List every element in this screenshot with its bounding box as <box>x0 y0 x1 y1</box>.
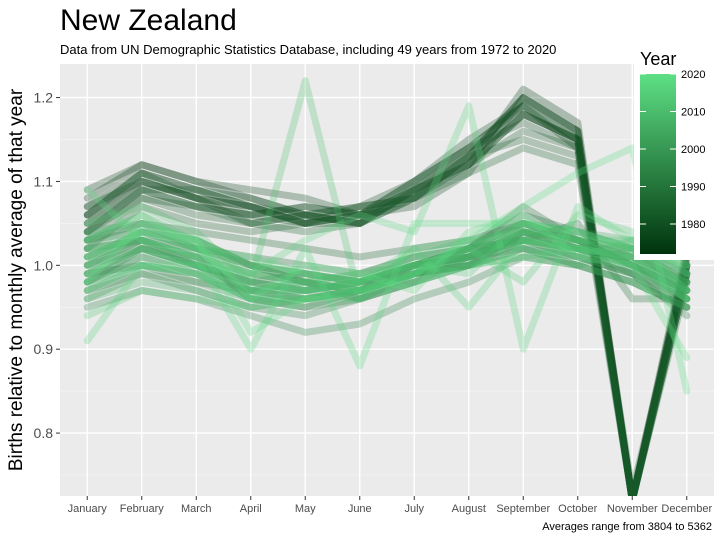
series-line-1980 <box>83 94 691 496</box>
legend-tick-label: 2000 <box>681 144 705 156</box>
series-line-2016 <box>83 211 691 311</box>
series-line-1987 <box>83 211 691 286</box>
series-line-2012 <box>83 77 691 303</box>
series-line-1994 <box>83 228 691 294</box>
series-line-1988 <box>83 219 691 311</box>
y-tick-label: 0.9 <box>34 341 54 357</box>
series-line-1974 <box>83 102 691 496</box>
series-line-1977 <box>83 94 691 496</box>
series-line-2004 <box>83 219 691 286</box>
series-line-1990 <box>83 228 691 311</box>
series-line-2013 <box>83 245 691 320</box>
series-line-1979 <box>83 119 691 496</box>
x-tick-label: January <box>68 503 108 515</box>
y-tick-label: 1.2 <box>34 90 54 106</box>
series-line-2017 <box>83 102 691 353</box>
chart-subtitle: Data from UN Demographic Statistics Data… <box>60 42 556 57</box>
legend-ticks: 1980 1990 2000 2010 2020 <box>640 69 705 231</box>
legend-tick-label: 1990 <box>681 182 705 194</box>
year-legend: Year 1980 1990 2000 2010 2020 <box>634 42 718 260</box>
legend-tick-label: 1980 <box>681 219 705 231</box>
series-line-2007 <box>83 236 691 294</box>
series-line-1996 <box>83 236 691 294</box>
x-tick-label: April <box>240 503 262 515</box>
series-line-1997 <box>83 245 691 311</box>
series-line-2002 <box>83 236 691 303</box>
series-line-2010 <box>83 219 691 286</box>
chart-caption: Averages range from 3804 to 5362 <box>542 521 712 533</box>
series-line-2001 <box>83 236 691 303</box>
x-tick-label: August <box>452 503 486 515</box>
series-line-2011 <box>83 236 691 294</box>
series-line-2008 <box>83 211 691 294</box>
series-line-1983 <box>83 127 691 496</box>
series-line-2020 <box>83 144 691 395</box>
series-line-1972 <box>83 110 691 496</box>
series-line-1995 <box>83 236 691 303</box>
series-line-2000 <box>83 219 691 294</box>
grid-lines <box>60 64 714 496</box>
y-axis-label: Births relative to monthly average of th… <box>6 88 27 471</box>
series-line-1999 <box>83 219 691 294</box>
legend-colorbar <box>640 74 676 254</box>
series-line-1982 <box>83 102 691 496</box>
legend-title: Year <box>640 49 676 69</box>
series-line-1978 <box>83 102 691 496</box>
y-tick-label: 1.0 <box>34 257 54 273</box>
series-line-2019 <box>83 211 691 362</box>
series-line-2009 <box>83 236 691 303</box>
series-line-1986 <box>83 219 691 294</box>
legend-tick-label: 2020 <box>681 69 705 81</box>
x-tick-label: July <box>404 503 424 515</box>
series-line-2003 <box>83 236 691 303</box>
x-tick-label: May <box>295 503 316 515</box>
series-line-1991 <box>83 219 691 303</box>
x-tick-label: December <box>661 503 712 515</box>
series-line-2015 <box>83 211 691 303</box>
series-line-1981 <box>83 110 691 496</box>
y-tick-label: 1.1 <box>34 173 54 189</box>
x-tick-label: November <box>607 503 658 515</box>
x-axis-ticks: January February March April May June July Augu… <box>68 496 712 515</box>
x-tick-label: September <box>496 503 550 515</box>
series-line-1998 <box>83 228 691 286</box>
x-tick-label: June <box>348 503 372 515</box>
x-tick-label: March <box>181 503 212 515</box>
x-tick-label: October <box>558 503 597 515</box>
plot-panel <box>60 64 714 496</box>
y-tick-label: 0.8 <box>34 425 54 441</box>
x-tick-label: February <box>120 503 165 515</box>
series-line-2006 <box>83 228 691 294</box>
series-line-1993 <box>83 253 691 336</box>
series-line-2005 <box>83 253 691 311</box>
series-line-2014 <box>83 219 691 294</box>
series-line-1992 <box>83 245 691 320</box>
series-line-1985 <box>83 144 691 496</box>
legend-tick-label: 2010 <box>681 107 705 119</box>
series-line-1984 <box>83 136 691 496</box>
series-line-1973 <box>83 94 691 496</box>
y-axis-ticks: 0.8 0.9 1.0 1.1 1.2 <box>34 90 60 441</box>
series-line-1976 <box>83 110 691 496</box>
series-lines <box>83 77 691 496</box>
series-line-1975 <box>83 85 691 496</box>
chart-title: New Zealand <box>60 4 237 37</box>
series-line-2018 <box>83 186 691 370</box>
series-line-1989 <box>83 203 691 303</box>
